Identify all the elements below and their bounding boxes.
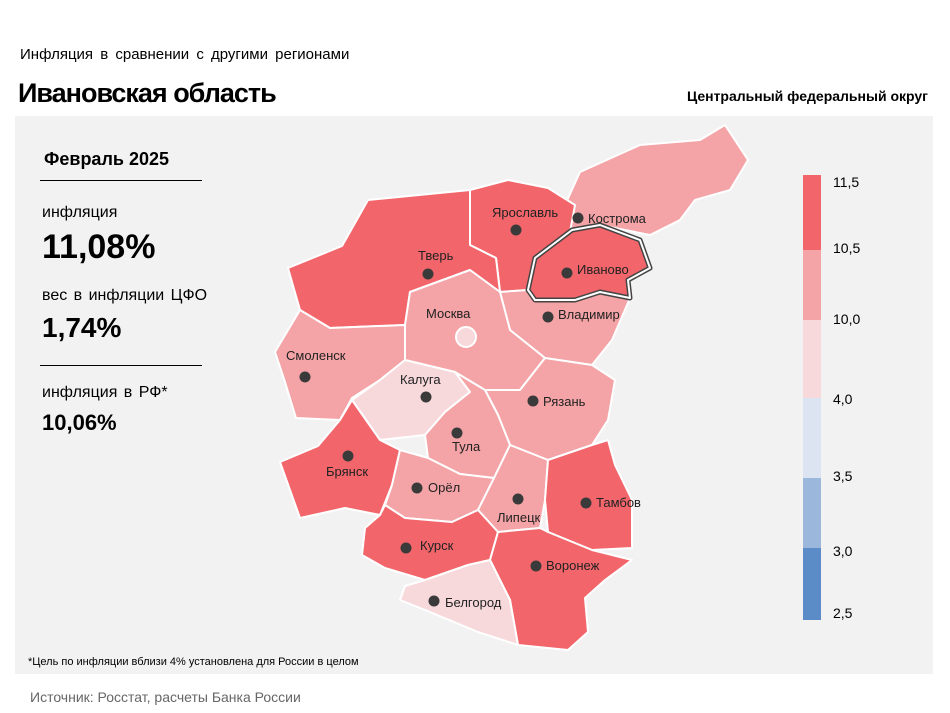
inflation-label: инфляция [42, 204, 118, 221]
rf-inflation-label: инфляция в РФ* [42, 384, 168, 401]
legend-tick-label: 4,0 [833, 391, 853, 407]
city-marker-yaroslavl [510, 224, 522, 236]
city-marker-ryazan [527, 395, 539, 407]
region-label-ivanovo: Иваново [577, 262, 629, 277]
subtitle: Инфляция в сравнении с другими регионами [20, 46, 350, 63]
footnote: *Цель по инфляции вблизи 4% установлена … [28, 656, 359, 668]
city-marker-belgorod [428, 595, 440, 607]
region-belgorod[interactable] [399, 559, 519, 646]
city-marker-voronezh [530, 560, 542, 572]
weight-value: 1,74% [42, 312, 122, 343]
city-marker-tula [451, 427, 463, 439]
city-marker-vladimir [542, 311, 554, 323]
highlight-outline-ivanovo-inner [527, 224, 651, 301]
legend-tick-label: 2,5 [833, 605, 853, 621]
region-label-orel: Орёл [428, 480, 460, 495]
legend-swatch [803, 320, 821, 398]
capital-marker-moscow [455, 326, 477, 348]
region-label-voronezh: Воронеж [546, 558, 600, 573]
region-label-ryazan: Рязань [543, 394, 586, 409]
region-label-tula: Тула [452, 439, 481, 454]
inflation-value: 11,08% [42, 228, 156, 266]
legend-swatch [803, 175, 821, 250]
region-label-bryansk: Брянск [326, 464, 368, 479]
region-label-kursk: Курск [420, 538, 454, 553]
divider [40, 365, 202, 366]
rf-inflation-value: 10,06% [42, 410, 117, 435]
weight-label: вес в инфляции ЦФО [42, 287, 208, 304]
period-label: Февраль 2025 [44, 149, 169, 169]
city-marker-lipetsk [512, 493, 524, 505]
page-title: Ивановская область [18, 78, 277, 108]
city-marker-ivanovo [561, 267, 573, 279]
legend-tick-label: 3,5 [833, 468, 853, 484]
legend-tick-label: 10,0 [833, 311, 861, 327]
region-label-tver: Тверь [418, 248, 454, 263]
city-marker-smolensk [299, 371, 311, 383]
city-marker-kostroma [572, 212, 584, 224]
city-marker-kursk [400, 542, 412, 554]
source-note: Источник: Росстат, расчеты Банка России [30, 689, 301, 705]
city-marker-orel [411, 482, 423, 494]
region-label-lipetsk: Липецк [497, 510, 541, 525]
city-marker-kaluga [420, 391, 432, 403]
region-label-yaroslavl: Ярославль [492, 205, 558, 220]
region-label-moscow: Москва [426, 306, 471, 321]
legend-swatch [803, 478, 821, 548]
legend-swatch [803, 548, 821, 620]
region-label-smolensk: Смоленск [286, 348, 346, 363]
region-tambov[interactable] [544, 439, 633, 551]
legend-tick-label: 3,0 [833, 543, 853, 559]
city-marker-tver [422, 268, 434, 280]
legend-swatch [803, 250, 821, 320]
region-label-belgorod: Белгород [445, 595, 502, 610]
region-label-tambov: Тамбов [596, 495, 641, 510]
region-smolensk[interactable] [274, 309, 406, 421]
district-label: Центральный федеральный округ [686, 88, 928, 104]
city-marker-tambov [580, 497, 592, 509]
legend-tick-label: 11,5 [833, 174, 860, 190]
region-label-vladimir: Владимир [558, 307, 620, 322]
region-label-kaluga: Калуга [400, 372, 441, 387]
divider [40, 180, 202, 181]
legend-swatch [803, 398, 821, 478]
region-label-kostroma: Кострома [588, 211, 647, 226]
legend-tick-label: 10,5 [833, 240, 861, 256]
city-marker-bryansk [342, 450, 354, 462]
